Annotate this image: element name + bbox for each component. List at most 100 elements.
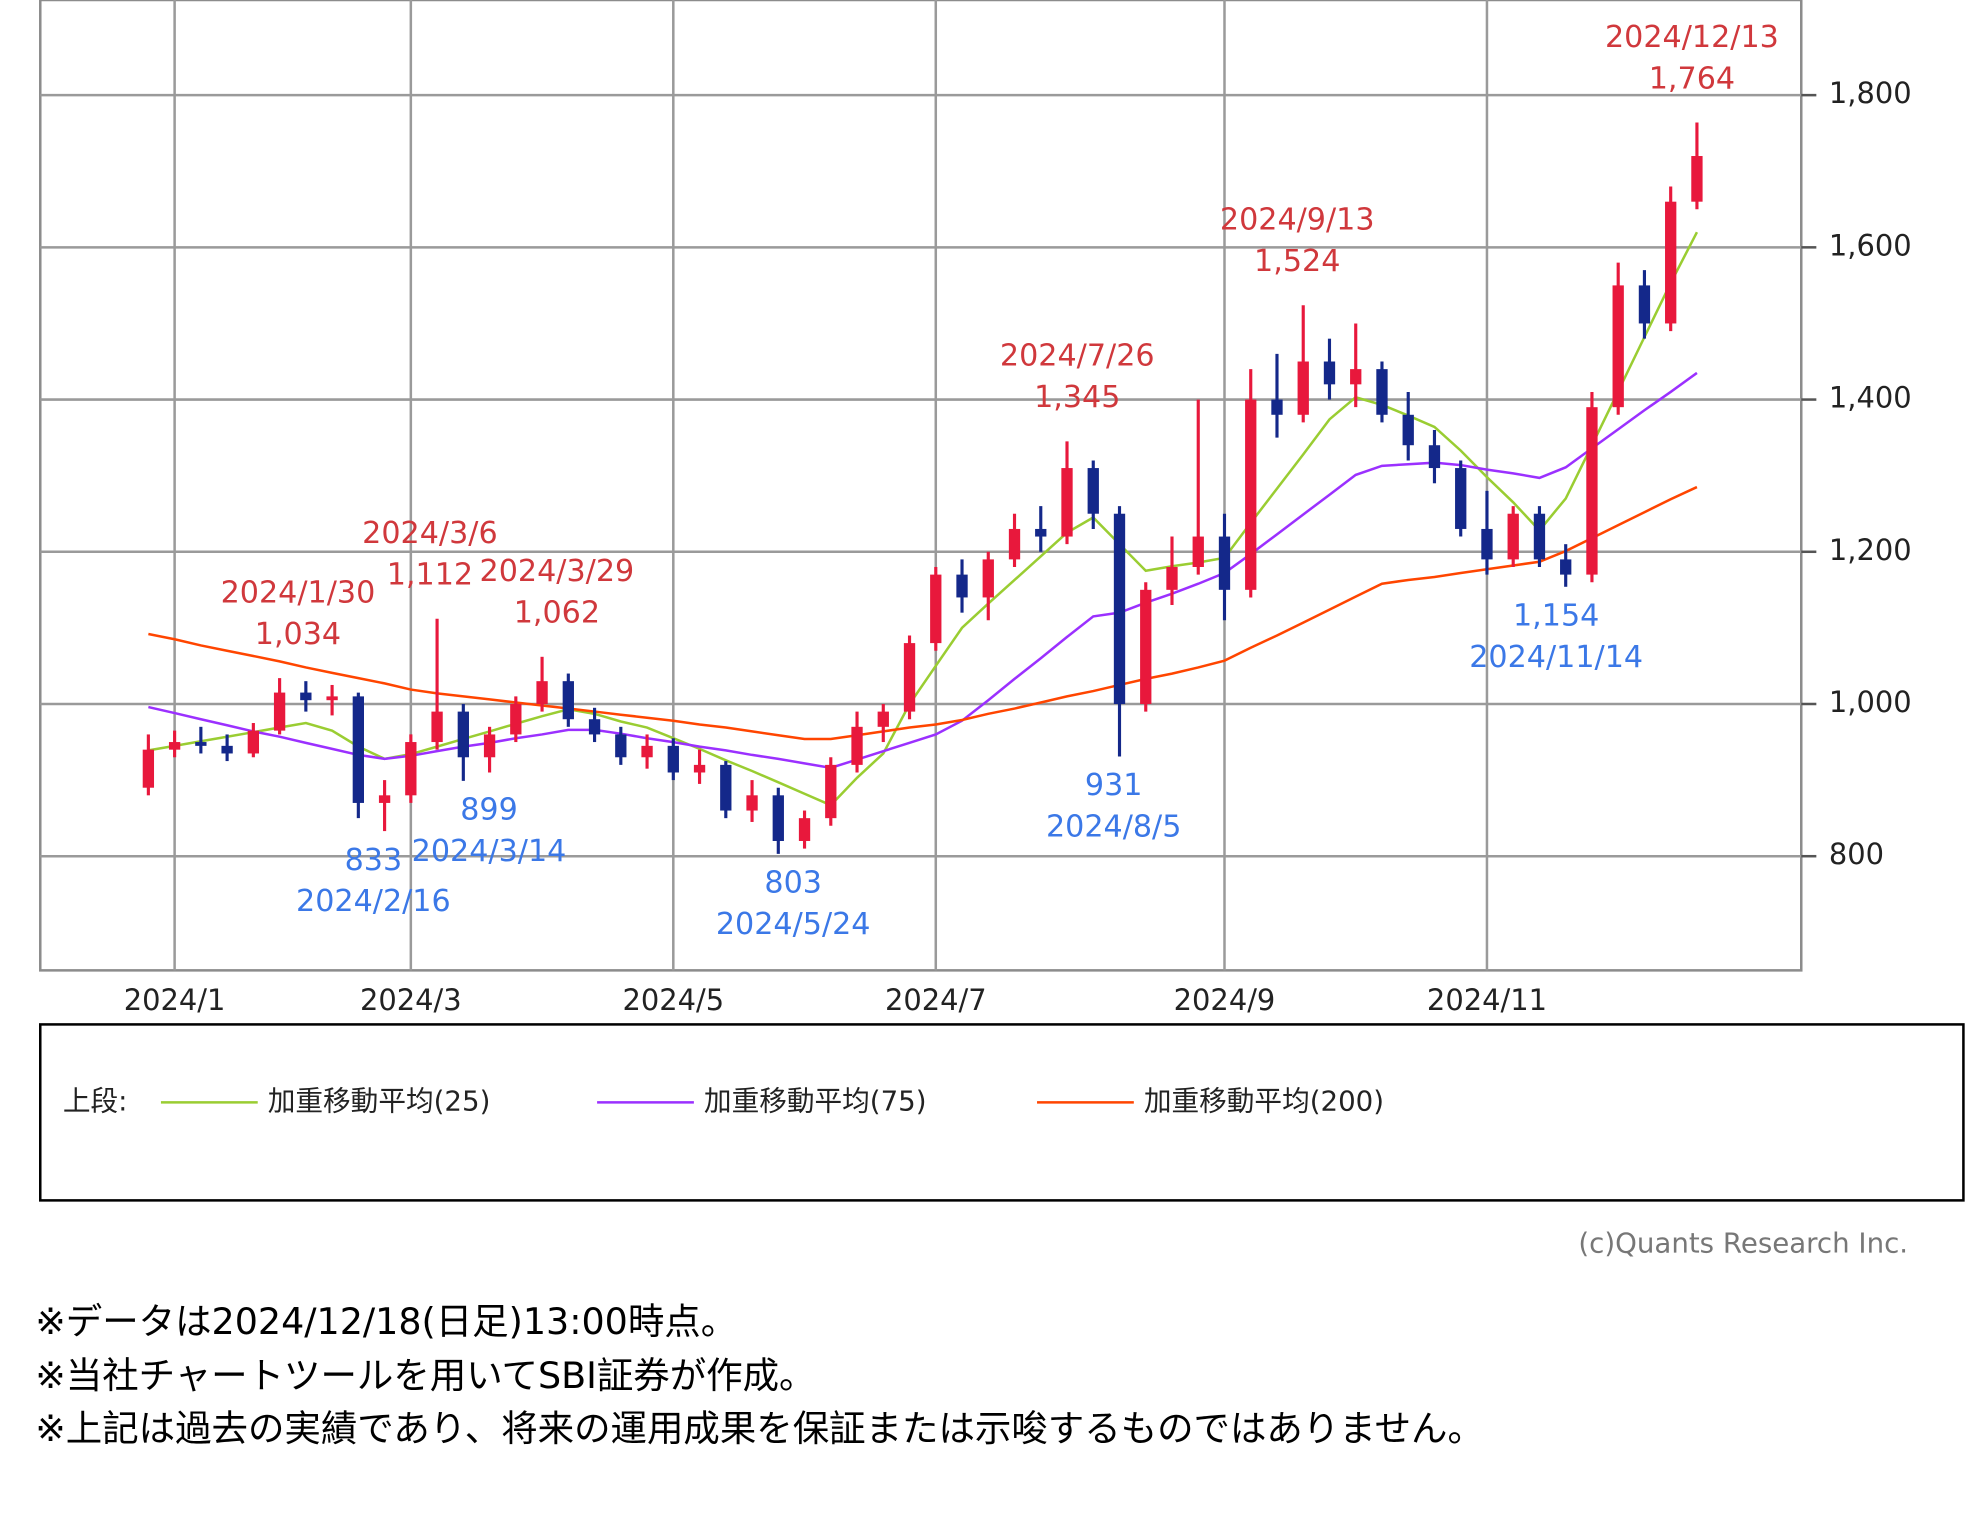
candle-body — [1192, 536, 1204, 568]
annotation-value: 931 — [1085, 768, 1143, 803]
y-tick-label: 1,200 — [1829, 533, 1912, 567]
candle-body — [431, 711, 443, 743]
annotation-value: 1,062 — [514, 596, 600, 631]
candle-body — [326, 696, 338, 701]
candle-body — [693, 764, 706, 773]
candle-body — [930, 574, 942, 644]
candle-body — [483, 734, 496, 758]
candle-body — [877, 711, 889, 727]
copyright: (c)Quants Research Inc. — [1578, 1226, 1908, 1259]
candle-body — [615, 734, 627, 758]
candle-body — [221, 745, 233, 754]
candle-body — [1612, 285, 1624, 408]
y-tick-label: 800 — [1829, 837, 1884, 871]
candle-body — [195, 742, 207, 746]
candle-body — [746, 795, 758, 811]
annotation-date: 2024/3/14 — [412, 834, 567, 869]
candle-body — [247, 730, 260, 754]
candle-body — [378, 795, 391, 803]
candle-body — [1376, 369, 1388, 415]
candle-body — [1481, 528, 1493, 560]
candle-body — [1350, 369, 1362, 385]
y-tick-label: 1,800 — [1829, 76, 1912, 110]
legend-label: 加重移動平均(200) — [1144, 1084, 1384, 1117]
candle-body — [1455, 468, 1467, 529]
plot-area — [39, 0, 1803, 972]
annotation-date: 2024/12/13 — [1605, 20, 1779, 55]
candle-body — [772, 795, 784, 841]
annotation-value: 1,112 — [387, 558, 473, 593]
candle-body — [168, 742, 181, 750]
candle-body — [273, 692, 286, 731]
note: ※当社チャートツールを用いてSBI証券が作成。 — [35, 1354, 815, 1397]
candle-body — [851, 726, 863, 765]
candle-body — [1008, 528, 1021, 560]
candle-body — [641, 745, 653, 758]
moving-average-line — [148, 485, 1698, 741]
annotation-date: 2024/7/26 — [1000, 339, 1155, 374]
x-tick-label: 2024/5 — [622, 983, 724, 1017]
annotation-date: 2024/8/5 — [1046, 810, 1181, 845]
candle-body — [1428, 445, 1441, 469]
annotation-value: 1,345 — [1034, 380, 1120, 415]
candle-body — [956, 574, 968, 598]
annotation-date: 2024/11/14 — [1469, 640, 1643, 675]
candle-body — [1245, 399, 1257, 590]
candle-body — [1087, 468, 1099, 514]
candle-body — [982, 559, 994, 598]
candle-body — [405, 742, 417, 796]
candle-body — [1533, 513, 1546, 560]
candle-body — [1113, 513, 1126, 704]
x-tick-label: 2024/1 — [124, 983, 226, 1017]
candle-body — [1035, 528, 1047, 537]
candle-body — [1271, 399, 1283, 415]
annotation-date: 2024/3/6 — [362, 516, 497, 551]
annotation-value: 1,154 — [1513, 598, 1599, 633]
candle-body — [142, 749, 155, 788]
x-tick-label: 2024/9 — [1174, 983, 1276, 1017]
candle-body — [1140, 589, 1152, 704]
candle-body — [720, 764, 732, 811]
y-tick-label: 1,000 — [1829, 685, 1912, 719]
candle-body — [903, 643, 916, 712]
annotation-date: 2024/9/13 — [1220, 202, 1375, 237]
legend-title: 上段: — [63, 1084, 128, 1117]
candle-body — [1691, 156, 1703, 202]
annotation-value: 833 — [345, 843, 403, 878]
annotation-value: 1,764 — [1649, 61, 1735, 96]
annotation-value: 803 — [764, 866, 822, 901]
note: ※上記は過去の実績であり、将来の運用成果を保証または示唆するものではありません。 — [35, 1407, 1484, 1450]
candle-body — [1507, 513, 1519, 560]
candle-body — [352, 696, 364, 803]
candle-body — [1586, 407, 1598, 575]
y-tick-label: 1,400 — [1829, 381, 1912, 415]
candle-body — [1638, 285, 1651, 324]
legend-label: 加重移動平均(75) — [704, 1084, 927, 1117]
note: ※データは2024/12/18(日足)13:00時点。 — [35, 1300, 737, 1343]
candle-body — [1061, 468, 1073, 537]
candle-body — [667, 745, 679, 773]
candle-body — [1402, 414, 1414, 446]
annotation-value: 899 — [460, 793, 518, 828]
candle-body — [1323, 361, 1336, 385]
legend-label: 加重移動平均(25) — [268, 1084, 491, 1117]
candle-body — [510, 703, 522, 735]
y-tick-label: 1,600 — [1829, 228, 1912, 262]
annotation-date: 2024/5/24 — [716, 907, 871, 942]
candle-body — [457, 711, 469, 758]
candle-body — [588, 719, 601, 735]
legend-box — [39, 1023, 1965, 1202]
candle-body — [1560, 559, 1572, 575]
candle-body — [825, 764, 837, 819]
candle-body — [300, 692, 312, 701]
annotation-date: 2024/3/29 — [480, 554, 635, 589]
candle-body — [1297, 361, 1309, 415]
annotation-value: 1,524 — [1254, 244, 1340, 279]
x-tick-label: 2024/11 — [1427, 983, 1547, 1017]
candle-body — [798, 818, 811, 841]
x-tick-label: 2024/3 — [360, 983, 462, 1017]
annotation-date: 2024/1/30 — [221, 575, 376, 610]
candle-body — [536, 681, 548, 704]
candle-body — [1665, 201, 1677, 324]
